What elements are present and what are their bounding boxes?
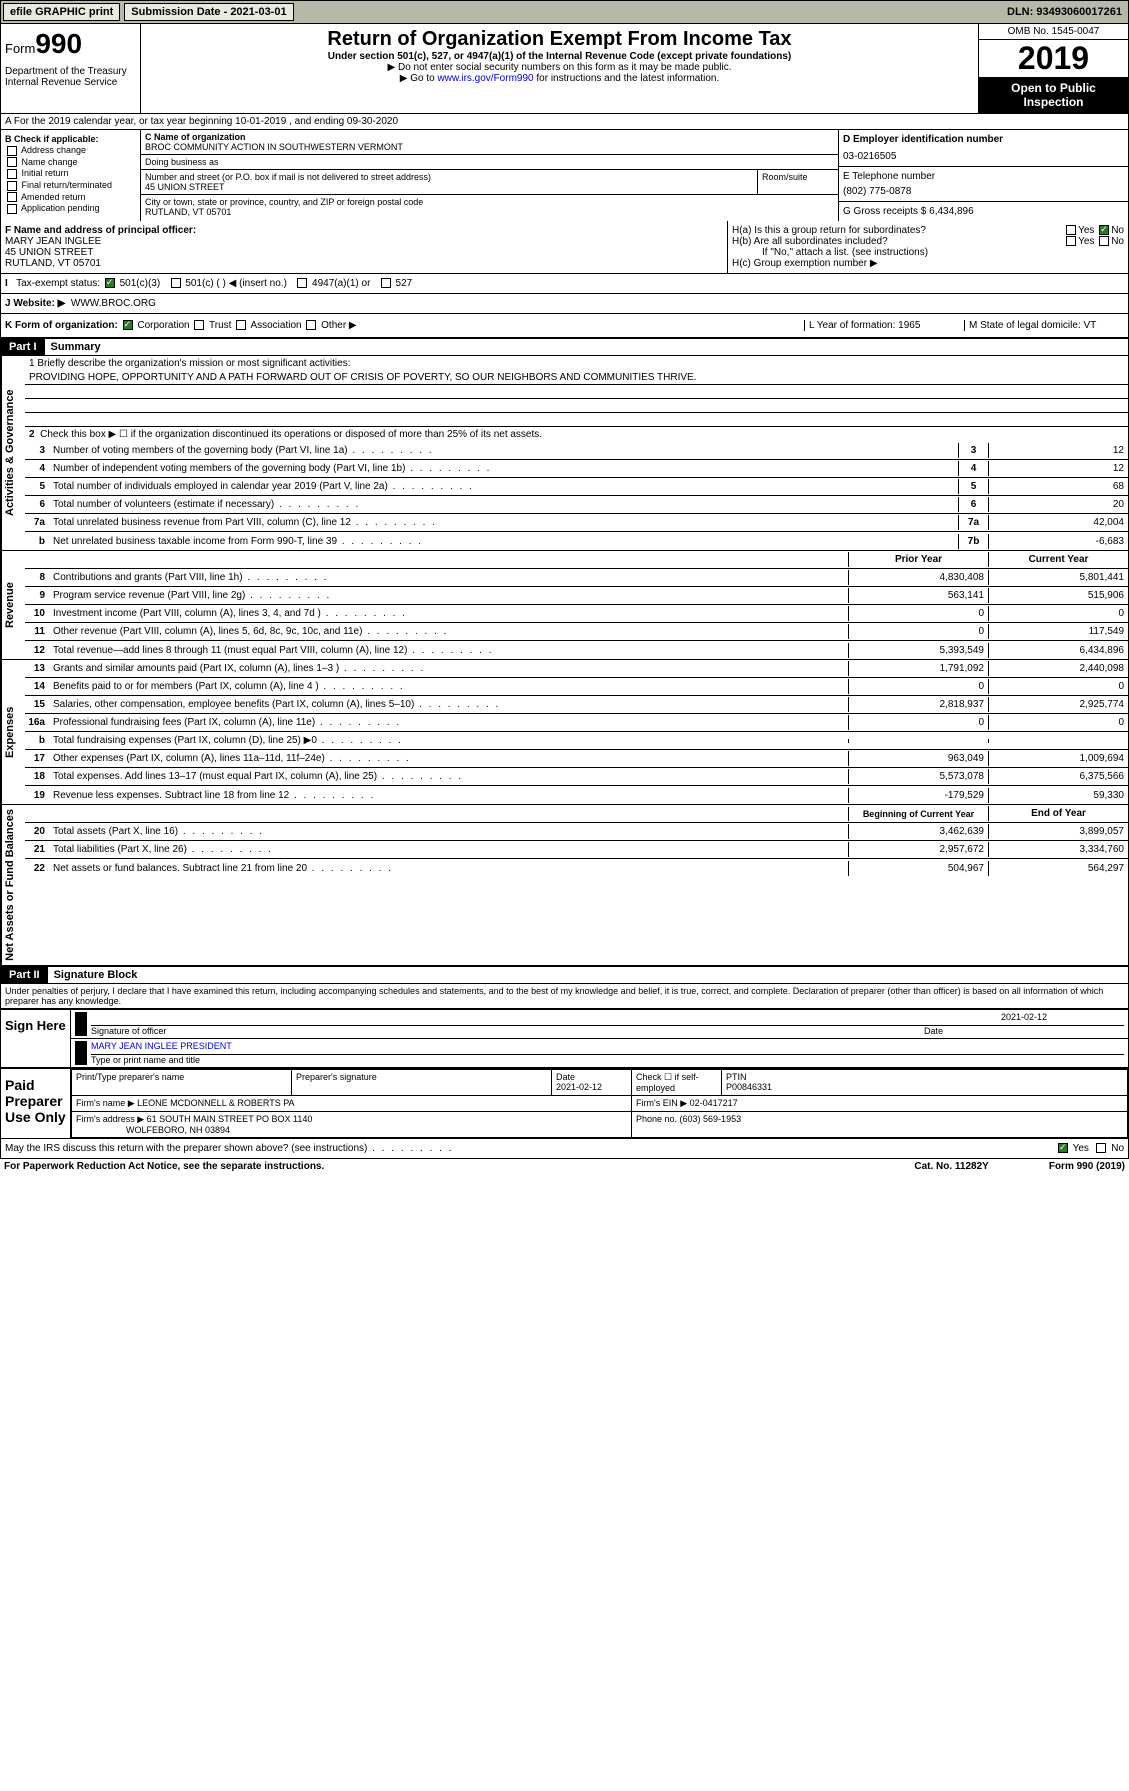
preparer-table: Print/Type preparer's name Preparer's si…	[71, 1069, 1128, 1138]
summary-row: 20Total assets (Part X, line 16) 3,462,6…	[25, 823, 1128, 841]
line1-label: 1 Briefly describe the organization's mi…	[25, 356, 1128, 371]
form-title: Return of Organization Exempt From Incom…	[145, 28, 974, 51]
summary-row: 15Salaries, other compensation, employee…	[25, 696, 1128, 714]
summary-row: 6Total number of volunteers (estimate if…	[25, 496, 1128, 514]
form-year-block: OMB No. 1545-0047 2019 Open to Public In…	[978, 24, 1128, 113]
cb-amended[interactable]: Amended return	[5, 192, 136, 203]
header-row: Prior Year Current Year	[25, 551, 1128, 569]
addr: 45 UNION STREET	[145, 182, 753, 192]
form-id: Form990 Department of the Treasury Inter…	[1, 24, 141, 113]
addr-label: Number and street (or P.O. box if mail i…	[145, 172, 753, 182]
discuss-row: May the IRS discuss this return with the…	[0, 1139, 1129, 1159]
summary-row: 3Number of voting members of the governi…	[25, 442, 1128, 460]
gross-receipts: G Gross receipts $ 6,434,896	[839, 202, 1128, 221]
col-d-e-g: D Employer identification number 03-0216…	[838, 130, 1128, 221]
ein-label: D Employer identification number	[843, 134, 1124, 145]
summary-row: 16aProfessional fundraising fees (Part I…	[25, 714, 1128, 732]
row-a: A For the 2019 calendar year, or tax yea…	[0, 114, 1129, 130]
cb-final[interactable]: Final return/terminated	[5, 180, 136, 191]
sign-here-label: Sign Here	[1, 1010, 71, 1067]
summary-row: bTotal fundraising expenses (Part IX, co…	[25, 732, 1128, 750]
cb-name[interactable]: Name change	[5, 157, 136, 168]
row-k: K Form of organization: Corporation Trus…	[0, 314, 1129, 339]
omb-number: OMB No. 1545-0047	[979, 24, 1128, 40]
org-name-label: C Name of organization	[145, 132, 834, 142]
tax-year: 2019	[979, 40, 1128, 77]
dba-label: Doing business as	[145, 157, 834, 167]
submission-date: Submission Date - 2021-03-01	[124, 3, 293, 21]
summary-row: 7aTotal unrelated business revenue from …	[25, 514, 1128, 532]
form-note1: ▶ Do not enter social security numbers o…	[145, 62, 974, 73]
dln: DLN: 93493060017261	[1007, 6, 1126, 18]
col-b-header: B Check if applicable:	[5, 134, 136, 144]
paid-preparer-section: Paid Preparer Use Only Print/Type prepar…	[0, 1068, 1129, 1139]
summary-row: 14Benefits paid to or for members (Part …	[25, 678, 1128, 696]
irs-link[interactable]: www.irs.gov/Form990	[437, 73, 533, 84]
summary-row: 12Total revenue—add lines 8 through 11 (…	[25, 641, 1128, 659]
room-label: Room/suite	[758, 170, 838, 194]
dept-label: Department of the Treasury Internal Reve…	[5, 66, 136, 88]
form-header: Form990 Department of the Treasury Inter…	[0, 24, 1129, 114]
footer: For Paperwork Reduction Act Notice, see …	[0, 1159, 1129, 1174]
section-b-c-d: B Check if applicable: Address change Na…	[0, 130, 1129, 221]
summary-row: 19Revenue less expenses. Subtract line 1…	[25, 786, 1128, 804]
mission-text: PROVIDING HOPE, OPPORTUNITY AND A PATH F…	[25, 371, 1128, 385]
form-subtitle: Under section 501(c), 527, or 4947(a)(1)…	[145, 51, 974, 62]
tab-governance: Activities & Governance	[1, 356, 25, 550]
arrow-icon	[75, 1012, 87, 1036]
summary-governance: Activities & Governance 1 Briefly descri…	[0, 356, 1129, 551]
part2-header: Part II Signature Block	[0, 967, 1129, 984]
topbar: efile GRAPHIC print Submission Date - 20…	[0, 0, 1129, 24]
tab-revenue: Revenue	[1, 551, 25, 659]
part1-header: Part I Summary	[0, 339, 1129, 356]
summary-row: 10Investment income (Part VIII, column (…	[25, 605, 1128, 623]
open-public: Open to Public Inspection	[979, 77, 1128, 113]
penalties-text: Under penalties of perjury, I declare th…	[0, 984, 1129, 1008]
col-b: B Check if applicable: Address change Na…	[1, 130, 141, 221]
h-block: H(a) Is this a group return for subordin…	[728, 221, 1128, 273]
officer-block: F Name and address of principal officer:…	[1, 221, 728, 273]
summary-row: 17Other expenses (Part IX, column (A), l…	[25, 750, 1128, 768]
summary-row: 13Grants and similar amounts paid (Part …	[25, 660, 1128, 678]
summary-netassets: Net Assets or Fund Balances Beginning of…	[0, 805, 1129, 967]
row-i: I Tax-exempt status: 501(c)(3) 501(c) ( …	[0, 274, 1129, 294]
summary-row: bNet unrelated business taxable income f…	[25, 532, 1128, 550]
summary-row: 11Other revenue (Part VIII, column (A), …	[25, 623, 1128, 641]
signature-section: Sign Here Signature of officer 2021-02-1…	[0, 1008, 1129, 1068]
col-c: C Name of organization BROC COMMUNITY AC…	[141, 130, 838, 221]
tab-expenses: Expenses	[1, 660, 25, 804]
city-label: City or town, state or province, country…	[145, 197, 834, 207]
summary-row: 22Net assets or fund balances. Subtract …	[25, 859, 1128, 877]
phone: (802) 775-0878	[843, 186, 1124, 197]
cb-pending[interactable]: Application pending	[5, 203, 136, 214]
arrow-icon	[75, 1041, 87, 1065]
summary-revenue: Revenue Prior Year Current Year 8Contrib…	[0, 551, 1129, 660]
org-name: BROC COMMUNITY ACTION IN SOUTHWESTERN VE…	[145, 142, 834, 152]
summary-row: 21Total liabilities (Part X, line 26) 2,…	[25, 841, 1128, 859]
ein: 03-0216505	[843, 151, 1124, 162]
row-j: J Website: ▶ WWW.BROC.ORG	[0, 294, 1129, 314]
summary-row: 5Total number of individuals employed in…	[25, 478, 1128, 496]
officer-name[interactable]: MARY JEAN INGLEE PRESIDENT	[91, 1041, 232, 1051]
city: RUTLAND, VT 05701	[145, 207, 834, 217]
summary-row: 9Program service revenue (Part VIII, lin…	[25, 587, 1128, 605]
summary-row: 18Total expenses. Add lines 13–17 (must …	[25, 768, 1128, 786]
cb-address[interactable]: Address change	[5, 145, 136, 156]
row-f-h: F Name and address of principal officer:…	[0, 221, 1129, 274]
paid-preparer-label: Paid Preparer Use Only	[1, 1069, 71, 1138]
summary-expenses: Expenses 13Grants and similar amounts pa…	[0, 660, 1129, 805]
summary-row: 4Number of independent voting members of…	[25, 460, 1128, 478]
cb-initial[interactable]: Initial return	[5, 168, 136, 179]
header-row: Beginning of Current Year End of Year	[25, 805, 1128, 823]
tab-netassets: Net Assets or Fund Balances	[1, 805, 25, 965]
form-title-block: Return of Organization Exempt From Incom…	[141, 24, 978, 113]
phone-label: E Telephone number	[843, 171, 1124, 182]
form-note2: ▶ Go to www.irs.gov/Form990 for instruct…	[145, 73, 974, 84]
summary-row: 8Contributions and grants (Part VIII, li…	[25, 569, 1128, 587]
efile-button[interactable]: efile GRAPHIC print	[3, 3, 120, 21]
